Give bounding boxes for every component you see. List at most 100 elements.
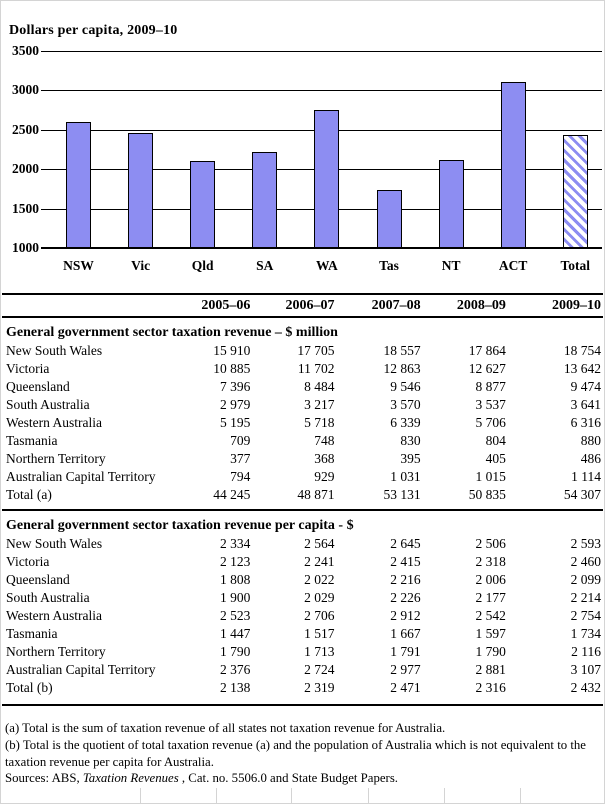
cell-value: 2 029: [304, 590, 335, 605]
cell-value: 486: [580, 451, 601, 466]
cell-value: 48 871: [297, 487, 335, 502]
cell-value: 1 447: [220, 626, 251, 641]
cell-value: 12 627: [468, 361, 506, 376]
cell-value: 10 885: [213, 361, 251, 376]
cell-value: 8 877: [475, 379, 506, 394]
cell-value: 2 099: [570, 572, 601, 587]
cell-value: 6 316: [570, 415, 601, 430]
table-row: New South Wales 2 334 2 564 2 645 2 506 2 593: [2, 535, 603, 553]
cell-value: 1 015: [475, 469, 506, 484]
table-row: Tasmania 1 447 1 517 1 667 1 597 1 734: [2, 625, 603, 643]
cell-value: 3 107: [570, 662, 601, 677]
table-row: Total (a) 44 245 48 871 53 131 50 835 54 307: [2, 486, 603, 504]
cell-value: 2 138: [220, 680, 251, 695]
footnote-b: (b) Total is the quotient of total taxat…: [5, 737, 586, 769]
cell-value: 1 031: [390, 469, 421, 484]
cell-value: 2 564: [304, 536, 335, 551]
cell-value: 50 835: [468, 487, 506, 502]
table-row: South Australia 2 979 3 217 3 570 3 537 3 641: [2, 396, 603, 414]
bar-total: [562, 135, 588, 248]
cell-value: 3 570: [390, 397, 421, 412]
cell-value: 2 123: [220, 554, 251, 569]
cell-value: 1 667: [390, 626, 421, 641]
table-row: Northern Territory 1 790 1 713 1 791 1 790 2 …: [2, 643, 603, 661]
cell-value: 9 546: [390, 379, 421, 394]
cell-value: 2 415: [390, 554, 421, 569]
cell-value: 2 912: [390, 608, 421, 623]
row-label: South Australia: [6, 590, 90, 605]
cell-value: 880: [580, 433, 601, 448]
cell-value: 2 216: [390, 572, 421, 587]
x-axis-label-total: Total: [560, 258, 591, 273]
cell-value: 368: [314, 451, 335, 466]
cell-value: 17 864: [468, 343, 506, 358]
per-capita-bar-chart: Dollars per capita, 2009–10 1000 1500 2000…: [1, 1, 604, 293]
cell-value: 2 316: [475, 680, 506, 695]
year-column-header-1: 2006–07: [252, 294, 337, 318]
y-axis-tick-2000: 2000: [12, 161, 39, 177]
cell-value: 15 910: [213, 343, 251, 358]
cell-value: 8 484: [304, 379, 335, 394]
cell-value: 5 195: [220, 415, 251, 430]
year-column-header-0: 2005–06: [172, 294, 253, 318]
year-column-header-4: 2009–10: [507, 294, 603, 318]
section-heading: General government sector taxation reven…: [6, 518, 354, 533]
table-row: New South Wales 15 910 17 705 18 557 17 864 1…: [2, 342, 603, 360]
cell-value: 748: [314, 433, 335, 448]
cell-value: 2 506: [475, 536, 506, 551]
cell-value: 1 734: [570, 626, 601, 641]
spreadsheet-gridline-strip: [1, 788, 604, 803]
x-axis-label-wa: WA: [316, 258, 338, 273]
table-row: Victoria 10 885 11 702 12 863 12 627 13 642: [2, 360, 603, 378]
cell-value: 5 718: [304, 415, 335, 430]
cell-value: 2 754: [570, 608, 601, 623]
cell-value: 709: [230, 433, 251, 448]
cell-value: 1 900: [220, 590, 251, 605]
row-label: Queensland: [6, 379, 70, 394]
bar-nt: [438, 160, 464, 248]
section-heading-row: General government sector taxation reven…: [2, 510, 603, 535]
cell-value: 2 226: [390, 590, 421, 605]
bar-vic: [128, 132, 154, 248]
cell-value: 2 318: [475, 554, 506, 569]
cell-value: 2 006: [475, 572, 506, 587]
cell-value: 12 863: [383, 361, 421, 376]
gridline-1000: [41, 247, 602, 249]
cell-value: 2 724: [304, 662, 335, 677]
bar-sa: [252, 152, 278, 248]
cell-value: 2 460: [570, 554, 601, 569]
bar-nsw: [66, 122, 91, 248]
region-column-header: [2, 294, 173, 318]
cell-value: 2 241: [304, 554, 335, 569]
cell-value: 405: [485, 451, 506, 466]
row-label: Australian Capital Territory: [6, 662, 156, 677]
end-spacer: [2, 697, 603, 705]
row-label: Australian Capital Territory: [6, 469, 156, 484]
row-label: Northern Territory: [6, 644, 106, 659]
cell-gridline: [368, 788, 369, 803]
row-label: Victoria: [6, 361, 50, 376]
cell-value: 2 542: [475, 608, 506, 623]
cell-value: 2 471: [390, 680, 421, 695]
chart-title: Dollars per capita, 2009–10: [9, 23, 178, 38]
cell-value: 2 319: [304, 680, 335, 695]
cell-value: 1 790: [475, 644, 506, 659]
section-divider-rule: [2, 504, 603, 511]
cell-value: 2 706: [304, 608, 335, 623]
cell-value: 929: [314, 469, 335, 484]
row-label: Total (b): [6, 680, 53, 695]
cell-value: 6 339: [390, 415, 421, 430]
x-axis-label-nsw: NSW: [63, 258, 94, 273]
table-row: Northern Territory 377 368 395 405 486: [2, 450, 603, 468]
row-label: New South Wales: [6, 343, 103, 358]
cell-value: 830: [400, 433, 421, 448]
cell-gridline: [216, 788, 217, 803]
footnote-a: (a) Total is the sum of taxation revenue…: [5, 721, 446, 735]
table-row: Western Australia 5 195 5 718 6 339 5 706 6 3…: [2, 414, 603, 432]
section-heading: General government sector taxation reven…: [6, 325, 338, 340]
table-row: Queensland 7 396 8 484 9 546 8 877 9 474: [2, 378, 603, 396]
section-heading-row: General government sector taxation reven…: [2, 317, 603, 342]
cell-value: 9 474: [570, 379, 601, 394]
cell-value: 18 754: [563, 343, 601, 358]
x-axis-label-act: ACT: [498, 258, 528, 273]
